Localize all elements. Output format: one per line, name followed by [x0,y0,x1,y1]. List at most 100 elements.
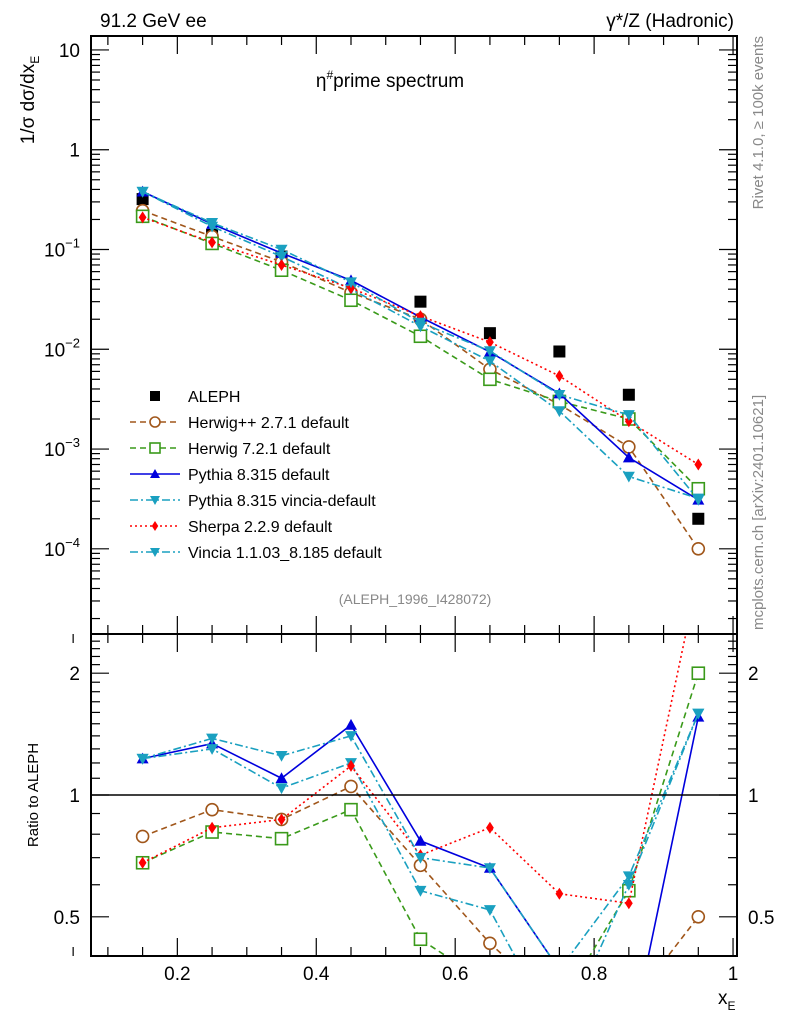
ratio-data-point [691,909,706,924]
ratio-data-point [414,834,427,846]
main-data-point [483,372,497,387]
ratio-data-point [483,863,496,875]
ratio-series-1 [135,666,706,956]
main-data-point [691,542,706,556]
ratio-data-point [206,744,219,755]
legend-label: Herwig 7.2.1 default [188,441,331,458]
ratio-data-point [692,708,705,720]
legend-marker [149,416,161,428]
ratio-data-point [208,821,216,834]
ratio-data-point [624,897,633,910]
ratio-series-line [142,672,700,956]
main-data-point [483,327,496,340]
main-ylabel-text: 1/σ dσ/dxE [18,56,42,145]
ratio-series-group [135,634,706,956]
main-data-point [206,218,219,229]
header-right: γ*/Z (Hadronic) [606,11,734,32]
ratio-y-tick-label-right: 2 [748,664,759,685]
y-tick-label: 10−3 [44,435,80,461]
legend-item: Vincia 1.1.03_8.185 default [130,545,382,562]
ratio-data-point [413,932,428,947]
main-data-point [483,356,496,368]
ratio-y-tick-label-right: 1 [748,786,759,807]
main-data-point [483,346,496,358]
x-tick-label: 0.8 [581,964,607,985]
legend-label: Sherpa 2.2.9 default [188,519,333,536]
ratio-data-point [138,856,147,869]
main-data-point [553,345,566,358]
main-data-point [692,494,705,506]
ratio-data-point [136,753,149,765]
ratio-data-point [344,802,358,817]
x-tick-label: 1 [728,964,739,985]
main-data-point [553,406,566,418]
ratio-data-point [344,731,357,742]
main-data-point [275,244,288,256]
main-data-point [622,471,635,483]
main-data-point [344,293,358,308]
main-data-point [622,388,635,401]
ratio-data-point [205,802,219,817]
legend-marker [150,469,160,478]
y-tick-label: 10−2 [44,335,80,361]
side-label-top: Rivet 4.1.0, ≥ 100k events [750,36,767,209]
ratio-y-tick-label-left: 0.5 [54,908,80,929]
y-tick-label: 10−1 [44,235,80,261]
main-ylabel: 1/σ dσ/dxE [18,56,42,145]
ratio-data-point [555,887,564,900]
title-eta: η [316,71,327,92]
main-data-point [553,389,566,401]
ratio-data-point [414,852,427,864]
ratio-data-point [486,821,494,834]
main-data-point [622,440,636,454]
legend: ALEPH Herwig++ 2.7.1 default Herwig 7.2.1 … [130,389,382,562]
ratio-series-0 [135,779,706,956]
main-data-point [344,277,357,289]
legend-label: ALEPH [188,389,240,406]
ratio-data-point [277,813,286,826]
legend-marker [150,391,160,401]
main-series-line [142,216,699,466]
legend-item: ALEPH [150,389,240,406]
main-data-point [277,258,286,271]
header-left: 91.2 GeV ee [100,11,207,32]
ratio-data-point [622,879,635,891]
main-data-point [691,481,706,496]
ratio-y-tick-label-left: 1 [69,786,80,807]
y-tick-label: 10 [59,41,80,62]
ratio-data-point [344,718,357,730]
legend-marker [149,442,161,454]
analysis-tag: (ALEPH_1996_I428072) [339,591,492,607]
main-data-point [414,295,427,308]
ratio-data-point [344,779,358,794]
ratio-data-point [691,666,706,681]
main-series-6 [136,186,705,506]
legend-item: Herwig++ 2.7.1 default [130,415,350,432]
ratio-data-point [347,759,355,772]
ratio-data-point [622,871,635,883]
main-data-point [622,451,635,463]
ratio-y-tick-label-right: 0.5 [748,908,774,929]
ratio-ylabel: Ratio to ALEPH [25,743,42,847]
legend-label: Pythia 8.315 default [188,467,330,484]
ratio-y-tick-label-left: 2 [69,664,80,685]
legend-marker [151,521,159,531]
x-tick-label: 0.2 [164,964,190,985]
main-data-point [136,186,149,198]
side-label-bottom: mcplots.cern.ch [arXiv:2401.10621] [750,395,767,630]
main-data-point [555,369,564,382]
main-data-point [138,211,147,224]
main-axis-ticks: 10 1 10−1 10−2 10−3 10−4 [44,36,737,634]
y-tick-label: 1 [69,141,80,162]
ratio-data-point [274,831,289,846]
ratio-data-point [483,905,496,916]
legend-item: Sherpa 2.2.9 default [130,519,333,536]
ratio-series-line [142,634,687,905]
ratio-data-point [275,783,288,795]
ratio-data-point [414,885,427,897]
ratio-data-point [483,936,497,951]
x-tick-label: 0.6 [442,964,468,985]
main-data-point [414,317,427,329]
main-data-point [208,236,216,249]
